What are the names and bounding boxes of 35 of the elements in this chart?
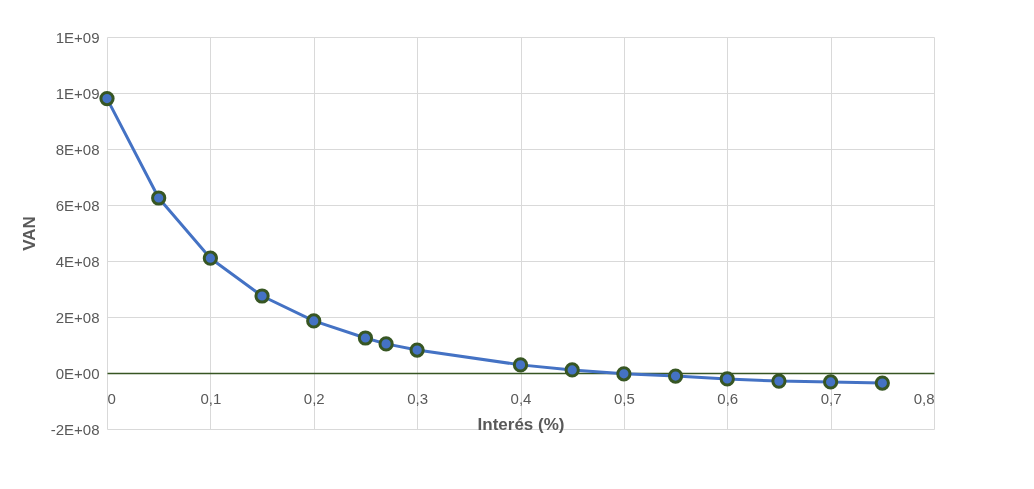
y-tick-label: 1E+09: [55, 28, 100, 46]
point: [564, 362, 580, 378]
x-tick-label: 0,7: [820, 389, 842, 407]
point: [202, 250, 218, 266]
x-tick-label: 0,6: [717, 389, 739, 407]
y-tick-label: 4E+08: [55, 252, 100, 270]
y-tick-label: 8E+08: [55, 140, 100, 158]
y-tick-label: 0E+00: [55, 364, 100, 382]
y-tick-label: 1E+09: [55, 84, 100, 102]
point: [771, 373, 787, 389]
point: [667, 368, 684, 384]
x-tick-label: 0,5: [613, 389, 635, 407]
point: [409, 342, 425, 358]
point: [378, 336, 394, 352]
point: [357, 330, 374, 346]
point: [823, 374, 839, 390]
x-axis-title: Interés (%): [477, 414, 565, 434]
x-tick-label: 0,4: [510, 389, 532, 407]
point: [151, 190, 167, 206]
x-tick-label: 0: [107, 389, 116, 407]
point: [254, 288, 270, 304]
point: [874, 375, 890, 391]
x-tick-label: 0,3: [407, 389, 429, 407]
point: [719, 371, 735, 387]
x-tick-label: 0,8: [913, 389, 935, 407]
x-tick-label: 0,2: [303, 389, 325, 407]
point: [616, 366, 632, 382]
point: [512, 357, 529, 373]
y-axis-title: VAN: [19, 216, 39, 251]
y-tick-label: 6E+08: [55, 196, 100, 214]
y-tick-label: 2E+08: [55, 308, 100, 326]
y-tick-label: -2E+08: [50, 420, 100, 438]
x-tick-label: 0,1: [200, 389, 222, 407]
point: [99, 90, 115, 107]
point: [306, 313, 322, 329]
